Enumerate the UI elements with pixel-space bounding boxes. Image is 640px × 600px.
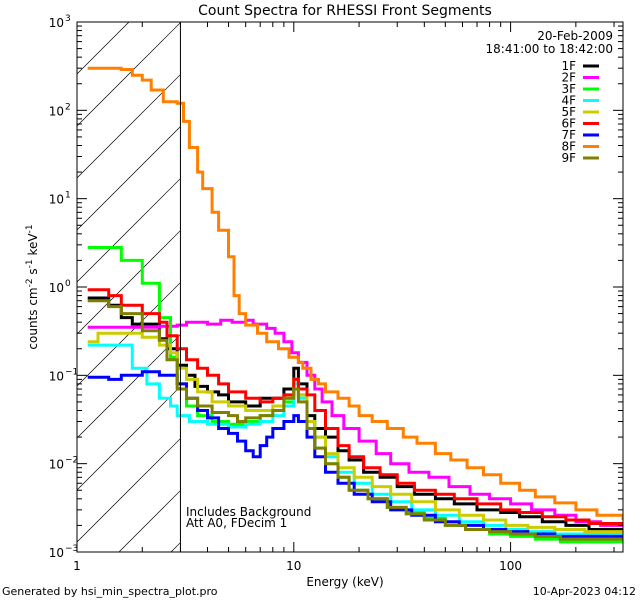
legend-label-4F: 4F [561,94,576,108]
hatch-line [76,126,181,231]
hatch-line [76,230,181,335]
hatch-line [76,438,181,543]
y-axis-label-part: -1 [25,224,35,233]
series-group [87,66,623,544]
y-tick-exponent: 1 [65,191,71,201]
legend-label-3F: 3F [561,82,576,96]
series-2F [87,318,623,527]
annotation-background: Includes Background [186,505,311,519]
y-axis-label-part: -2 [25,278,35,287]
y-tick-label: 10 [49,369,64,383]
y-tick-exponent: 3 [65,14,71,24]
series-5F [87,331,623,534]
footer-timestamp: 10-Apr-2023 04:12 [533,585,636,598]
series-8F [87,66,623,520]
legend-label-9F: 9F [561,151,576,165]
legend-label-2F: 2F [561,71,576,85]
y-tick-label: 10 [49,458,64,472]
legend-label-8F: 8F [561,140,576,154]
hatch-line [76,21,130,75]
y-tick-label: 10 [49,16,64,30]
axis-ticks [76,21,623,553]
x-tick-label: 1 [73,559,81,573]
x-tick-label: 100 [499,559,522,573]
y-tick-exponent: 0 [65,279,71,289]
y-axis-label-part: -1 [25,259,35,268]
y-axis-label-part: s [26,268,40,278]
y-tick-exponent: −2 [65,456,78,466]
y-tick-exponent: −1 [65,367,78,377]
hatch-line [76,178,181,283]
x-tick-label: 10 [286,559,301,573]
series-4F [87,343,623,536]
y-axis-label-part: counts cm [26,287,40,349]
y-tick-exponent: 2 [65,102,71,112]
legend-time-range: 18:41:00 to 18:42:00 [486,42,613,56]
legend-label-6F: 6F [561,117,576,131]
chart-title: Count Spectra for RHESSI Front Segments [198,3,492,19]
y-tick-label: 10 [49,546,64,560]
legend-date: 20-Feb-2009 [537,29,613,43]
legend-label-1F: 1F [561,59,576,73]
hatch-line [76,334,181,439]
y-axis-label-part: keV [26,233,40,260]
hatch-line [118,490,181,553]
hatched-region [76,21,181,553]
series-6F [87,288,623,526]
legend-label-5F: 5F [561,105,576,119]
y-tick-exponent: −3 [65,544,78,554]
hatch-line [76,22,181,127]
y-tick-label: 10 [49,281,64,295]
series-1F [87,296,623,531]
y-tick-label: 10 [49,104,64,118]
y-tick-label: 10 [49,193,64,207]
x-axis-label: Energy (keV) [306,575,383,589]
annotation-attenuator: Att A0, FDecim 1 [186,516,287,530]
legend-label-7F: 7F [561,128,576,142]
y-axis-label: counts cm-2 s-1 keV-1 [25,224,40,349]
series-9F [87,299,623,541]
hatch-line [76,386,181,491]
footer-generated-by: Generated by hsi_min_spectra_plot.pro [2,585,218,598]
hatch-line [170,542,181,553]
x-tick-labels: 1 10 100 [73,559,522,573]
